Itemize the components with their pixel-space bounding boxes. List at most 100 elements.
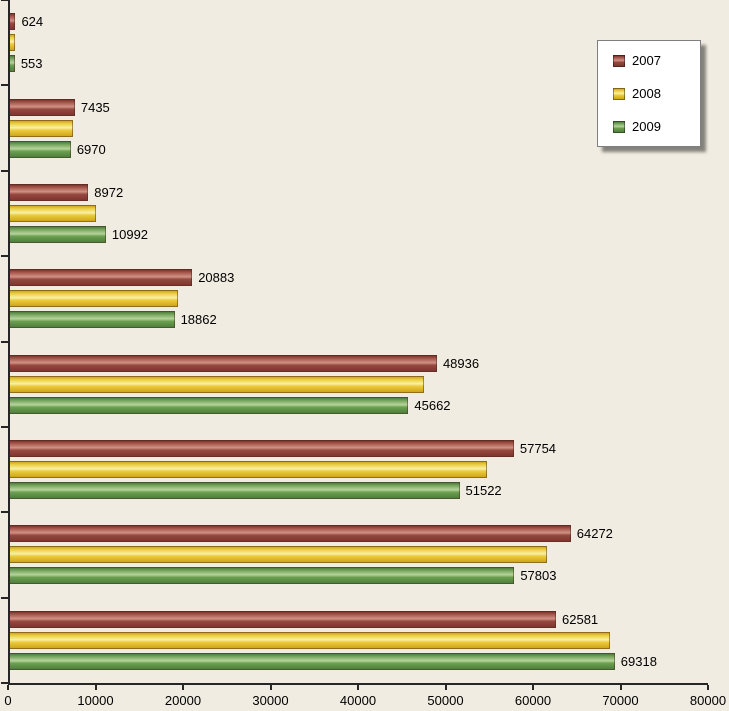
x-tick-label: 70000 (602, 693, 639, 708)
bar-group: 48936 45662 (10, 342, 708, 427)
bar-2008 (10, 375, 425, 393)
bar-value-label: 8972 (94, 184, 124, 200)
x-tick-mark (94, 685, 97, 690)
bar-2008 (10, 34, 16, 52)
bar-2009 (10, 482, 460, 500)
bar-value-label: 7435 (80, 99, 110, 115)
bar-row-2009: 57803 (10, 567, 708, 585)
legend: 2007 2008 2009 (597, 40, 701, 147)
bar-2007 (10, 98, 75, 116)
bar-group: 57754 51522 (10, 427, 708, 512)
legend-label-2007: 2007 (632, 53, 661, 68)
bar-2007 (10, 269, 193, 287)
bar-row-2007: 62581 (10, 610, 708, 628)
bar-2009 (10, 311, 175, 329)
bar-value-label: 64272 (576, 526, 613, 542)
bar-group: 62581 69318 (10, 598, 708, 683)
x-tick-mark (7, 685, 9, 690)
bar-2009 (10, 567, 515, 585)
legend-swatch-2007-icon (613, 54, 625, 67)
bar-value-label: 45662 (414, 397, 451, 413)
x-tick-mark (444, 685, 447, 690)
legend-swatch-2008-icon (613, 87, 625, 100)
y-tick-mark (1, 682, 8, 684)
bar-value-label: 62581 (562, 611, 599, 627)
bar-2007 (10, 440, 514, 458)
bar-2007 (10, 354, 437, 372)
x-tick-label: 20000 (164, 693, 202, 708)
bar-row-2008 (10, 119, 708, 137)
bar-value-label: 18862 (180, 312, 217, 328)
bar-2008 (10, 461, 488, 479)
bar-row-2009: 51522 (10, 482, 708, 500)
bar-value-label: 48936 (442, 355, 480, 371)
x-tick-label: 80000 (689, 693, 727, 708)
bar-2007 (10, 183, 89, 201)
bar-2008 (10, 546, 547, 564)
bar-row-2009: 69318 (10, 652, 708, 670)
bar-2009 (10, 55, 15, 73)
bar-value-label: 10992 (111, 226, 149, 242)
x-tick-mark (357, 685, 359, 690)
bar-row-2009: 45662 (10, 396, 708, 414)
bar-2008 (10, 119, 73, 137)
x-tick-mark (532, 685, 534, 690)
bar-2008 (10, 631, 611, 649)
bar-2007 (10, 13, 16, 31)
legend-item-2009: 2009 (613, 120, 692, 133)
y-tick-mark (1, 425, 8, 428)
bar-value-label: 57803 (520, 568, 557, 584)
bar-group: 624 553 (10, 0, 708, 85)
bar-2009 (10, 396, 409, 414)
y-tick-mark (1, 340, 8, 343)
bar-value-label: 51522 (465, 483, 502, 499)
x-axis: 0 10000 20000 30000 40000 50000 60000 70000 8000… (4, 685, 726, 711)
bar-value-label: 624 (21, 14, 44, 30)
bar-2007 (10, 610, 557, 628)
y-tick-mark (1, 0, 8, 1)
bar-group: 64272 57803 (10, 512, 708, 597)
legend-item-2007: 2007 (613, 54, 692, 67)
bar-row-2007: 20883 (10, 269, 708, 287)
y-tick-mark (1, 596, 8, 599)
bar-row-2007: 64272 (10, 525, 708, 543)
x-tick-label: 10000 (77, 693, 114, 708)
bar-row-2007: 57754 (10, 440, 708, 458)
bar-group: 7435 6970 (10, 85, 708, 170)
bar-group: 8972 10992 (10, 171, 708, 256)
bar-row-2008 (10, 631, 708, 649)
legend-item-2008: 2008 (613, 87, 692, 100)
bar-value-label: 57754 (519, 441, 557, 457)
y-tick-mark (1, 169, 8, 172)
x-tick-mark (707, 685, 709, 690)
bar-value-label: 69318 (620, 653, 657, 669)
bar-row-2009: 553 (10, 55, 708, 73)
bar-row-2008 (10, 290, 708, 308)
bar-row-2009: 10992 (10, 225, 708, 243)
bar-row-2009: 6970 (10, 140, 708, 158)
x-tick-label: 50000 (427, 693, 464, 708)
x-tick-mark (182, 685, 184, 690)
x-tick-label: 0 (4, 693, 12, 708)
x-tick-label: 30000 (252, 693, 289, 708)
bar-row-2008 (10, 204, 708, 222)
bar-row-2007: 48936 (10, 354, 708, 372)
bar-value-label: 20883 (198, 270, 235, 286)
x-tick-label: 60000 (514, 693, 552, 708)
legend-label-2008: 2008 (632, 86, 661, 101)
bar-2009 (10, 140, 71, 158)
legend-swatch-2009-icon (613, 120, 625, 133)
bar-row-2007: 7435 (10, 98, 708, 116)
bar-row-2009: 18862 (10, 311, 708, 329)
plot-groups: 624 553 7435 6970 8972 10992 20883 18862 48936 45… (10, 0, 708, 683)
bar-row-2008 (10, 546, 708, 564)
bar-group: 20883 18862 (10, 256, 708, 341)
y-tick-mark (1, 84, 8, 87)
legend-label-2009: 2009 (632, 119, 661, 134)
y-tick-mark (1, 255, 8, 258)
bar-2009 (10, 652, 615, 670)
bar-row-2008 (10, 34, 708, 52)
x-tick-label: 40000 (339, 693, 377, 708)
plot-area: 624 553 7435 6970 8972 10992 20883 18862 48936 45… (1, 0, 708, 685)
